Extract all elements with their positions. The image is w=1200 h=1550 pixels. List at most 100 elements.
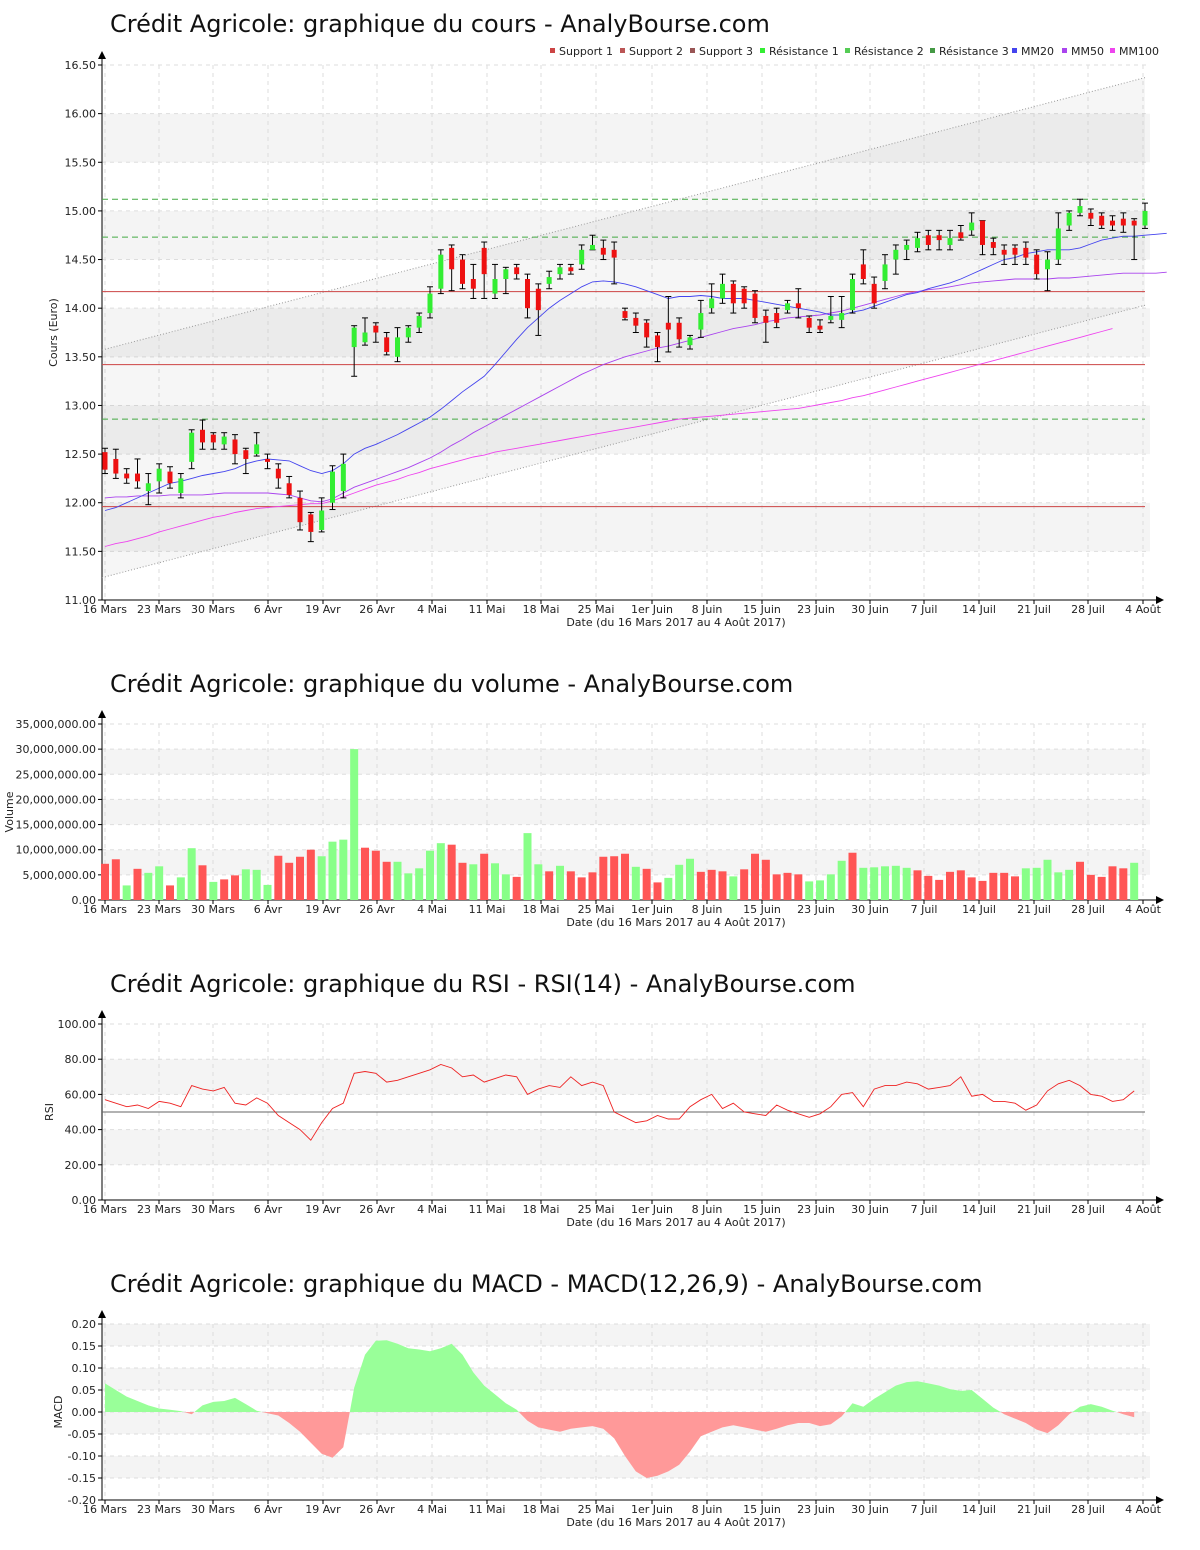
rsi-xtick-label: 7 Juil [911, 1203, 938, 1216]
candle-body [882, 264, 888, 281]
rsi-ytick-label: 80.00 [65, 1053, 97, 1066]
candle-body [449, 247, 455, 270]
candle-body [438, 254, 444, 289]
legend-entry: MM20 [1021, 45, 1054, 58]
mm20-line [104, 232, 1167, 511]
macd-positive-area [105, 1383, 184, 1412]
price-xtick-label: 28 Juil [1071, 603, 1105, 616]
rsi-chart-panel: Crédit Agricole: graphique du RSI - RSI(… [0, 960, 1200, 1240]
candle-body [275, 468, 281, 479]
price-ytick-label: 15.50 [65, 156, 97, 169]
rsi-xtick-label: 21 Juil [1017, 1203, 1051, 1216]
candle-body [817, 325, 823, 330]
candle-body [535, 288, 541, 311]
price-xtick-label: 4 Mai [417, 603, 447, 616]
volume-bar [491, 863, 499, 900]
legend-swatch [760, 48, 765, 53]
price-xtick-label: 25 Mai [578, 603, 615, 616]
volume-xtick-label: 4 Mai [417, 903, 447, 916]
volume-bar [339, 839, 348, 900]
volume-bar [317, 856, 326, 900]
volume-xtick-label: 21 Juil [1017, 903, 1051, 916]
volume-yaxis-arrow [98, 710, 106, 718]
volume-bar [501, 874, 510, 900]
volume-band [102, 824, 1150, 850]
mm50-line [104, 271, 1167, 503]
candle-body [990, 242, 996, 248]
rsi-xtick-label: 19 Avr [305, 1203, 341, 1216]
price-xtick-label: 18 Mai [523, 603, 560, 616]
price-xtick-label: 23 Mars [137, 603, 181, 616]
macd-xaxis-arrow [1156, 1496, 1164, 1504]
candle-body [297, 497, 303, 523]
candle-body [568, 267, 574, 272]
volume-ytick-label: 30,000,000.00 [16, 743, 96, 756]
price-ytick-label: 11.00 [65, 594, 97, 607]
volume-xaxis-arrow [1156, 896, 1164, 904]
macd-ytick-label: -0.05 [68, 1428, 96, 1441]
volume-bar [198, 865, 207, 900]
rsi-yaxis-arrow [98, 1010, 106, 1018]
volume-bar [361, 847, 369, 900]
volume-bar [891, 865, 900, 900]
price-ytick-label: 12.50 [65, 448, 97, 461]
volume-bar [111, 859, 120, 900]
volume-bar [556, 865, 564, 900]
volume-bar [848, 852, 857, 900]
volume-ytick-label: 5,000,000.00 [23, 869, 96, 882]
volume-bar [220, 879, 229, 900]
macd-xtick-label: 1er Juin [631, 1503, 673, 1516]
rsi-band [102, 1164, 1150, 1200]
rsi-xtick-label: 30 Juin [851, 1203, 889, 1216]
volume-bar [870, 867, 879, 900]
macd-band [102, 1456, 1150, 1478]
volume-bar [122, 885, 131, 900]
legend-entry: Support 3 [699, 45, 753, 58]
volume-xtick-label: 14 Juil [962, 903, 996, 916]
macd-band [102, 1368, 1150, 1390]
macd-xtick-label: 4 Mai [417, 1503, 447, 1516]
volume-bar [231, 875, 239, 900]
candle-body [741, 288, 747, 304]
candle-body [785, 303, 790, 311]
candle-body [893, 249, 899, 260]
volume-bar [252, 869, 261, 900]
volume-bar [296, 856, 304, 900]
volume-bar [902, 867, 911, 900]
candle-body [839, 313, 845, 320]
candle-body [340, 463, 346, 492]
candle-body [167, 471, 173, 484]
volume-xtick-label: 4 Août [1125, 903, 1162, 916]
volume-bar [144, 872, 153, 900]
candle-body [644, 322, 650, 338]
candle-body [1120, 218, 1126, 226]
volume-bar [631, 866, 640, 900]
macd-negative-area [183, 1412, 195, 1415]
rsi-yaxis-label: RSI [43, 1103, 56, 1121]
volume-bar [458, 862, 467, 900]
candle-body [947, 238, 953, 245]
candle-body [546, 277, 552, 284]
candle-body [395, 337, 400, 357]
volume-bar [859, 867, 868, 900]
candle-body [221, 436, 227, 445]
candle-body [655, 335, 660, 348]
price-xtick-label: 30 Juin [851, 603, 889, 616]
volume-bar [1130, 862, 1139, 900]
candle-body [676, 322, 682, 340]
macd-negative-area [518, 1412, 846, 1478]
price-band [102, 162, 1150, 211]
candle-body [1066, 212, 1072, 226]
volume-bar [523, 833, 532, 900]
price-ytick-label: 15.00 [65, 205, 97, 218]
price-ytick-label: 16.50 [65, 59, 97, 72]
price-band [102, 113, 1150, 163]
candle-body [687, 337, 693, 346]
volume-bar [978, 880, 987, 900]
candle-body [698, 313, 704, 330]
macd-positive-area [845, 1381, 1001, 1412]
legend-swatch [1062, 48, 1067, 53]
volume-bar [133, 868, 142, 900]
volume-bar [1011, 876, 1019, 900]
volume-bar [1032, 867, 1041, 900]
